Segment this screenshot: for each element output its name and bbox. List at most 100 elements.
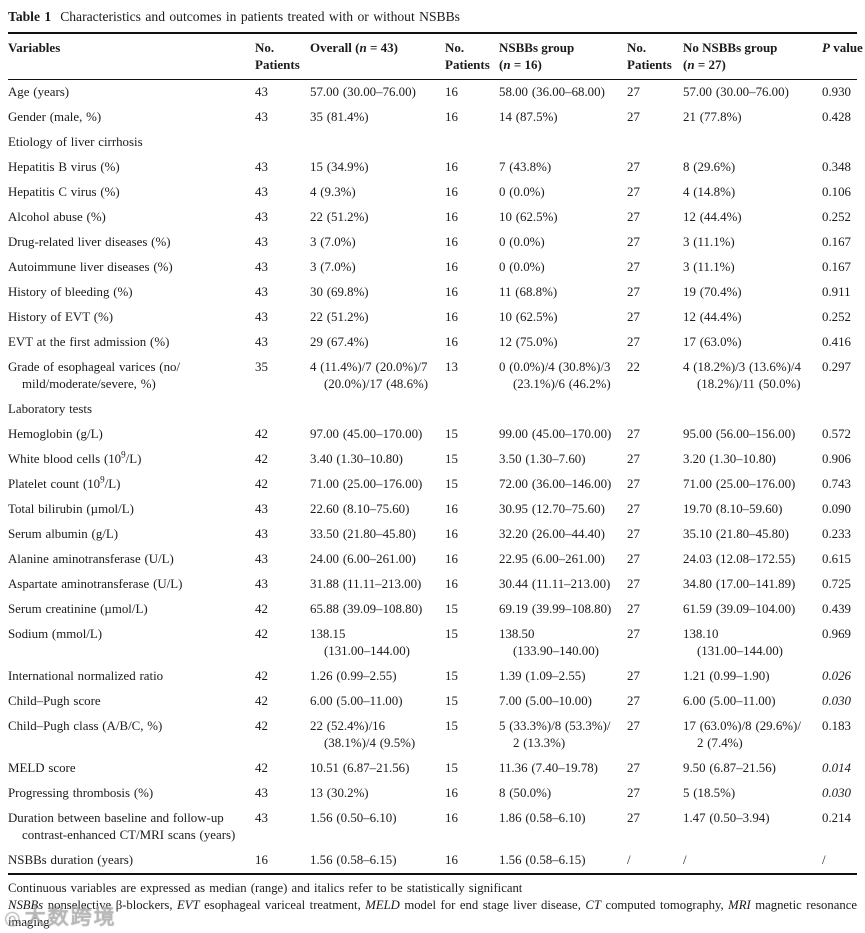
cell-no-patients-no-nsbb: 22	[627, 360, 640, 374]
cell-no-nsbb-group: 1.47 (0.50–3.94)	[683, 811, 770, 825]
cell-p-value: 0.014	[822, 761, 852, 775]
cell-no-patients-nsbb: 15	[445, 694, 458, 708]
table-body: Age (years) 43 57.00 (30.00–76.00) 16 58.00 …	[8, 80, 857, 875]
cell-variables: White blood cells (109/L)	[8, 449, 142, 466]
cell-no-nsbb-group: 24.03 (12.08–172.55)	[683, 552, 796, 566]
cell-no-patients-overall: 43	[255, 502, 268, 516]
cell-no-nsbb-group: 21 (77.8%)	[683, 110, 742, 124]
cell-variables: Serum albumin (g/L)	[8, 527, 119, 541]
cell-p-value: 0.572	[822, 427, 852, 441]
cell-variables: Hepatitis C virus (%)	[8, 185, 120, 199]
table-row: NSBBs duration (years) 16 1.56 (0.58–6.15)…	[8, 848, 857, 874]
cell-variables: Autoimmune liver diseases (%)	[8, 260, 173, 274]
table-row: MELD score 42 10.51 (6.87–21.56) 15 11.36 (7…	[8, 756, 857, 781]
cell-nsbb-group: 5 (33.3%)/8 (53.3%)/2 (13.3%)	[499, 719, 611, 750]
cell-no-nsbb-group: 95.00 (56.00–156.00)	[683, 427, 796, 441]
cell-nsbb-group: 12 (75.0%)	[499, 335, 558, 349]
cell-no-patients-nsbb: 16	[445, 160, 458, 174]
cell-no-patients-no-nsbb: 27	[627, 577, 640, 591]
cell-no-patients-nsbb: 16	[445, 786, 458, 800]
cell-variables: Hepatitis B virus (%)	[8, 160, 120, 174]
col-header-p-value: P value	[822, 33, 863, 80]
cell-nsbb-group: 0 (0.0%)/4 (30.8%)/3 (23.1%)/6 (46.2%)	[499, 360, 611, 391]
cell-no-nsbb-group: 12 (44.4%)	[683, 310, 742, 324]
cell-variables: History of bleeding (%)	[8, 285, 133, 299]
cell-no-patients-no-nsbb: 27	[627, 85, 640, 99]
cell-p-value: 0.439	[822, 602, 852, 616]
cell-overall: 22 (51.2%)	[310, 310, 369, 324]
cell-overall: 10.51 (6.87–21.56)	[310, 761, 410, 775]
cell-no-patients-no-nsbb: 27	[627, 335, 640, 349]
cell-nsbb-group: 11.36 (7.40–19.78)	[499, 761, 598, 775]
cell-nsbb-group: 1.39 (1.09–2.55)	[499, 669, 586, 683]
cell-nsbb-group: 1.56 (0.58–6.15)	[499, 853, 586, 867]
table-title-text: Characteristics and outcomes in patients…	[60, 9, 460, 24]
cell-overall: 22 (51.2%)	[310, 210, 369, 224]
cell-overall: 4 (9.3%)	[310, 185, 356, 199]
cell-p-value: 0.911	[822, 285, 851, 299]
cell-no-patients-no-nsbb: 27	[627, 160, 640, 174]
cell-no-patients-nsbb: 16	[445, 85, 458, 99]
cell-p-value: 0.416	[822, 335, 852, 349]
cell-no-patients-overall: 42	[255, 694, 268, 708]
cell-variables: Age (years)	[8, 85, 70, 99]
cell-no-nsbb-group: 3 (11.1%)	[683, 260, 735, 274]
cell-no-patients-overall: 43	[255, 160, 268, 174]
table-row: Hepatitis C virus (%) 43 4 (9.3%) 16 0 (0.0%…	[8, 180, 857, 205]
cell-no-nsbb-group: 34.80 (17.00–141.89)	[683, 577, 796, 591]
cell-variables: NSBBs duration (years)	[8, 853, 134, 867]
cell-overall: 35 (81.4%)	[310, 110, 369, 124]
cell-no-patients-nsbb: 16	[445, 527, 458, 541]
cell-variables: Grade of esophageal varices (no/mild/mod…	[8, 360, 181, 391]
cell-no-patients-nsbb: 15	[445, 427, 458, 441]
cell-overall: 3.40 (1.30–10.80)	[310, 452, 403, 466]
cell-no-patients-no-nsbb: 27	[627, 502, 640, 516]
cell-p-value: 0.428	[822, 110, 852, 124]
cell-overall: 30 (69.8%)	[310, 285, 369, 299]
cell-no-patients-overall: 43	[255, 210, 268, 224]
section-row: Laboratory tests	[8, 397, 857, 422]
col-header-no-patients-no-nsbb: No. Patients	[627, 33, 683, 80]
cell-no-patients-no-nsbb: 27	[627, 719, 640, 733]
cell-no-patients-nsbb: 15	[445, 669, 458, 683]
cell-no-patients-nsbb: 16	[445, 110, 458, 124]
cell-overall: 15 (34.9%)	[310, 160, 369, 174]
cell-nsbb-group: 30.95 (12.70–75.60)	[499, 502, 605, 516]
cell-variables: Hemoglobin (g/L)	[8, 427, 103, 441]
cell-overall: 97.00 (45.00–170.00)	[310, 427, 423, 441]
cell-no-patients-no-nsbb: 27	[627, 452, 640, 466]
cell-no-nsbb-group: 3 (11.1%)	[683, 235, 735, 249]
table-row: Gender (male, %) 43 35 (81.4%) 16 14 (87.5%)…	[8, 105, 857, 130]
cell-no-patients-no-nsbb: 27	[627, 235, 640, 249]
cell-nsbb-group: 0 (0.0%)	[499, 260, 545, 274]
cell-nsbb-group: 11 (68.8%)	[499, 285, 558, 299]
cell-variables: Total bilirubin (µmol/L)	[8, 502, 134, 516]
cell-nsbb-group: 0 (0.0%)	[499, 185, 545, 199]
table-row: History of bleeding (%) 43 30 (69.8%) 16 11 …	[8, 280, 857, 305]
cell-no-nsbb-group: 4 (14.8%)	[683, 185, 736, 199]
table-footnotes: Continuous variables are expressed as me…	[8, 880, 857, 931]
cell-no-patients-overall: 42	[255, 477, 268, 491]
cell-no-patients-overall: 43	[255, 85, 268, 99]
table-row: White blood cells (109/L) 42 3.40 (1.30–10…	[8, 447, 857, 472]
table-row: EVT at the first admission (%) 43 29 (67.4…	[8, 330, 857, 355]
table-row: Age (years) 43 57.00 (30.00–76.00) 16 58.00 …	[8, 80, 857, 106]
cell-p-value: 0.252	[822, 210, 852, 224]
cell-p-value: 0.725	[822, 577, 852, 591]
cell-variables: Platelet count (109/L)	[8, 474, 121, 491]
table-row: Duration between baseline and follow-up c…	[8, 806, 857, 848]
cell-nsbb-group: 138.50 (133.90–140.00)	[499, 627, 599, 658]
cell-nsbb-group: 8 (50.0%)	[499, 786, 552, 800]
cell-no-patients-no-nsbb: 27	[627, 786, 640, 800]
cell-no-nsbb-group: 5 (18.5%)	[683, 786, 736, 800]
cell-overall: 6.00 (5.00–11.00)	[310, 694, 403, 708]
cell-nsbb-group: 7 (43.8%)	[499, 160, 552, 174]
cell-variables: Duration between baseline and follow-up c…	[8, 811, 236, 842]
cell-no-patients-nsbb: 15	[445, 452, 458, 466]
table-row: Grade of esophageal varices (no/mild/mod…	[8, 355, 857, 397]
cell-no-patients-nsbb: 16	[445, 502, 458, 516]
cell-no-patients-no-nsbb: 27	[627, 602, 640, 616]
cell-overall: 22 (52.4%)/16 (38.1%)/4 (9.5%)	[310, 719, 416, 750]
cell-p-value: 0.348	[822, 160, 852, 174]
table-row: Aspartate aminotransferase (U/L) 43 31.88 …	[8, 572, 857, 597]
